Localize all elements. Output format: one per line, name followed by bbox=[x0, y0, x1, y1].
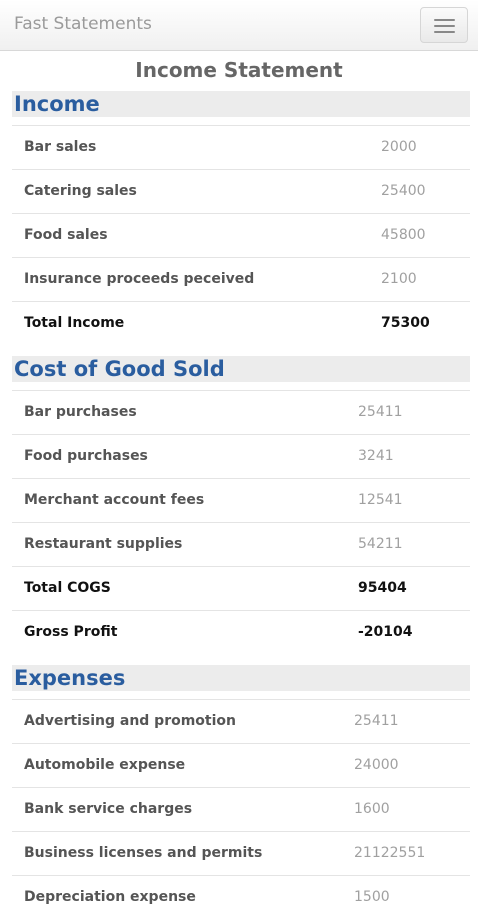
row-label: Depreciation expense bbox=[24, 889, 196, 905]
row-label: Automobile expense bbox=[24, 757, 186, 773]
income-row-bar-sales: Bar sales 2000 bbox=[12, 125, 470, 169]
row-value: 75300 bbox=[381, 315, 430, 331]
row-value: 95404 bbox=[358, 580, 407, 596]
cogs-row-total: Total COGS 95404 bbox=[12, 566, 470, 610]
income-row-food-sales: Food sales 45800 bbox=[12, 213, 470, 257]
expenses-row-depreciation: Depreciation expense 1500 bbox=[12, 875, 470, 919]
expenses-section: Expenses Advertising and promotion 25411… bbox=[12, 665, 470, 919]
cogs-row-merchant-fees: Merchant account fees 12541 bbox=[12, 478, 470, 522]
row-value: 1600 bbox=[354, 801, 390, 817]
row-label: Food purchases bbox=[24, 448, 148, 464]
row-label: Merchant account fees bbox=[24, 492, 205, 508]
row-value: -20104 bbox=[358, 624, 413, 640]
row-value: 25411 bbox=[354, 713, 399, 729]
expenses-row-automobile: Automobile expense 24000 bbox=[12, 743, 470, 787]
row-label: Bank service charges bbox=[24, 801, 193, 817]
row-value: 25411 bbox=[358, 404, 403, 420]
row-value: 1500 bbox=[354, 889, 390, 905]
row-label: Business licenses and permits bbox=[24, 845, 263, 861]
menu-icon-bar bbox=[434, 31, 455, 33]
row-value: 24000 bbox=[354, 757, 399, 773]
menu-icon-bar bbox=[434, 19, 455, 21]
cogs-row-bar-purchases: Bar purchases 25411 bbox=[12, 390, 470, 434]
income-row-total: Total Income 75300 bbox=[12, 301, 470, 345]
row-label: Gross Profit bbox=[24, 624, 118, 640]
app-brand[interactable]: Fast Statements bbox=[14, 14, 152, 34]
row-value: 45800 bbox=[381, 227, 426, 243]
income-row-insurance: Insurance proceeds peceived 2100 bbox=[12, 257, 470, 301]
cogs-row-food-purchases: Food purchases 3241 bbox=[12, 434, 470, 478]
menu-icon-bar bbox=[434, 25, 455, 27]
cogs-row-restaurant-supplies: Restaurant supplies 54211 bbox=[12, 522, 470, 566]
expenses-row-licenses: Business licenses and permits 21122551 bbox=[12, 831, 470, 875]
expenses-header: Expenses bbox=[12, 665, 470, 691]
cogs-section: Cost of Good Sold Bar purchases 25411 Fo… bbox=[12, 356, 470, 654]
row-value: 21122551 bbox=[354, 845, 426, 861]
expenses-row-advertising: Advertising and promotion 25411 bbox=[12, 699, 470, 743]
navbar: Fast Statements bbox=[0, 0, 478, 51]
income-header: Income bbox=[12, 91, 470, 117]
expenses-row-bank-charges: Bank service charges 1600 bbox=[12, 787, 470, 831]
row-label: Advertising and promotion bbox=[24, 713, 237, 729]
row-label: Food sales bbox=[24, 227, 108, 243]
page-title: Income Statement bbox=[135, 58, 343, 82]
row-value: 25400 bbox=[381, 183, 426, 199]
row-label: Catering sales bbox=[24, 183, 137, 199]
row-label: Bar purchases bbox=[24, 404, 137, 420]
hamburger-menu-button[interactable] bbox=[420, 7, 468, 43]
row-value: 54211 bbox=[358, 536, 403, 552]
row-label: Total COGS bbox=[24, 580, 111, 596]
row-label: Bar sales bbox=[24, 139, 97, 155]
row-value: 2100 bbox=[381, 271, 417, 287]
cogs-header: Cost of Good Sold bbox=[12, 356, 470, 382]
row-value: 2000 bbox=[381, 139, 417, 155]
row-label: Insurance proceeds peceived bbox=[24, 271, 255, 287]
row-value: 3241 bbox=[358, 448, 394, 464]
row-label: Restaurant supplies bbox=[24, 536, 183, 552]
cogs-row-gross-profit: Gross Profit -20104 bbox=[12, 610, 470, 654]
income-row-catering-sales: Catering sales 25400 bbox=[12, 169, 470, 213]
income-section: Income Bar sales 2000 Catering sales 254… bbox=[12, 91, 470, 345]
row-value: 12541 bbox=[358, 492, 403, 508]
row-label: Total Income bbox=[24, 315, 125, 331]
